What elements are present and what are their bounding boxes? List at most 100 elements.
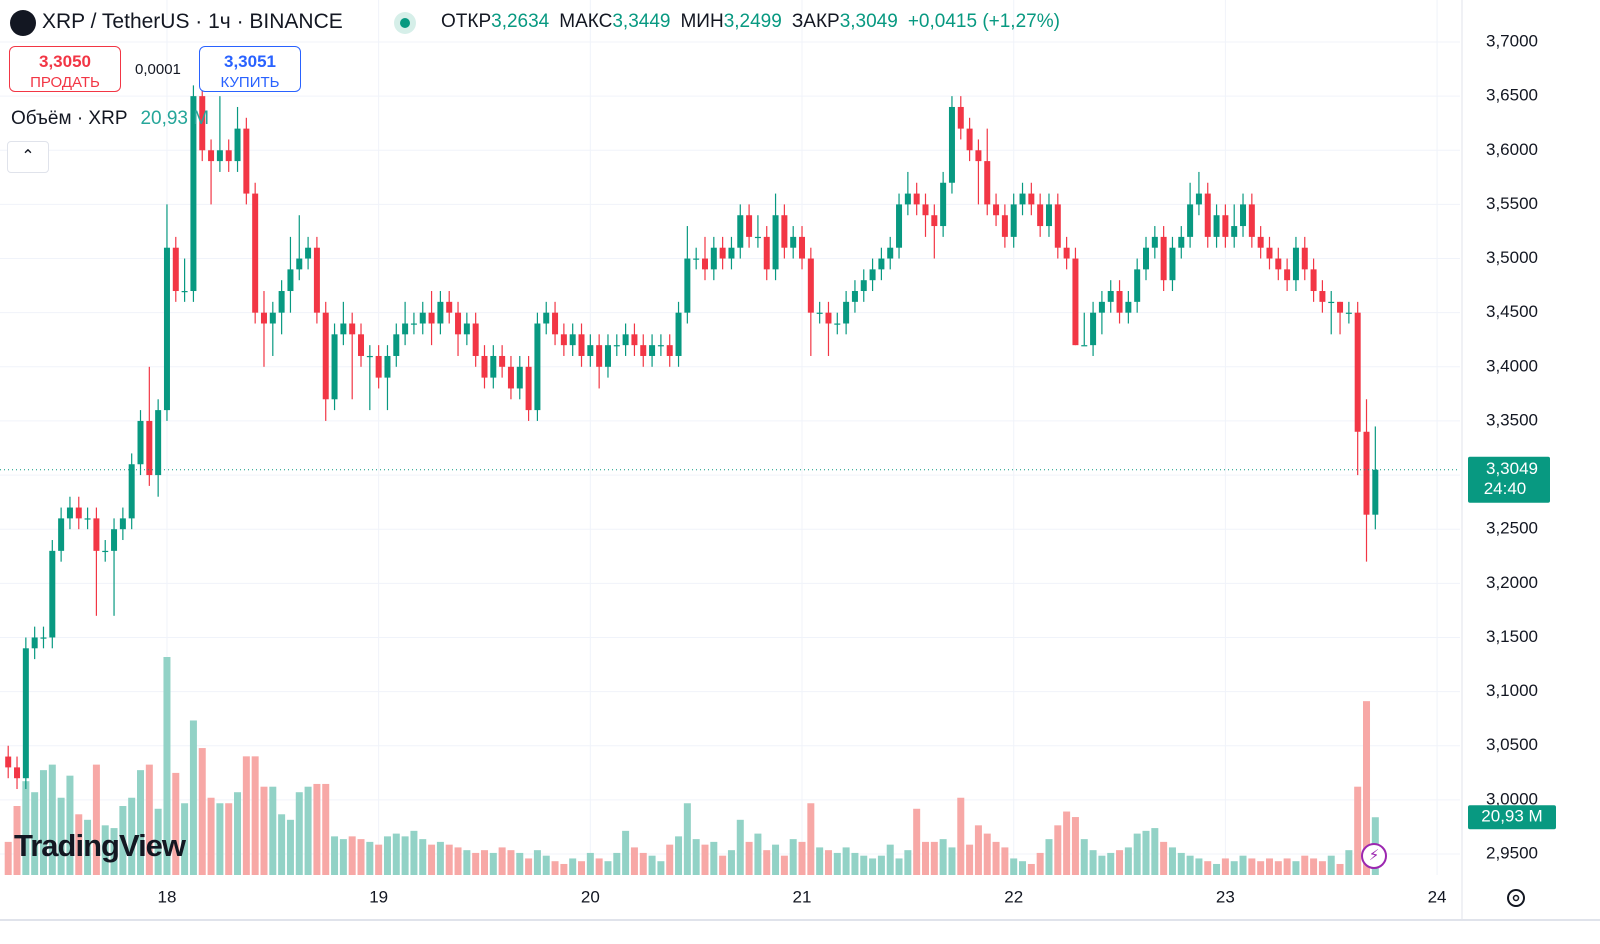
candle-body [966,128,973,151]
volume-bar [789,839,797,875]
volume-bar [189,720,197,875]
candle-body [913,193,920,205]
volume-bar [578,861,586,875]
candle-body [260,312,267,324]
collapse-button[interactable]: ⌃ [7,141,49,173]
volume-bar [216,803,224,875]
volume-bar [313,783,321,875]
candle-body [1213,215,1220,237]
volume-bar [1248,858,1256,875]
volume-bar [622,830,630,875]
candle-body [887,247,894,259]
volume-bar [692,839,700,875]
sell-button[interactable]: 3,3050 ПРОДАТЬ [9,46,121,92]
candle-body [1019,193,1026,205]
y-tick-label: 3,4500 [1486,302,1538,321]
volume-bar [780,855,788,875]
volume-bar [498,847,506,875]
candle-body [746,215,753,237]
symbol[interactable]: XRP / TetherUS · 1ч · BINANCE [42,10,343,33]
candle-body [993,204,1000,216]
volume-bar [516,852,524,875]
volume-bar [375,844,383,875]
volume-legend-value: 20,93 M [140,108,210,129]
candle-body [22,648,29,779]
volume-bar [57,797,65,875]
candle-body [102,550,109,553]
candle-body [340,323,347,335]
alert-icon[interactable]: ⚡ [1361,843,1387,869]
candle-body [75,507,82,519]
buy-button[interactable]: 3,3051 КУПИТЬ [199,46,301,92]
volume-bar [339,839,347,875]
volume-bar [154,808,162,875]
volume-bar [877,855,885,875]
plot-area [0,0,1460,875]
ohlc-legend: ОТКР3,2634 МАКС3,3449 МИН3,2499 ЗАКР3,3049 +… [441,8,1070,36]
candle-body [190,96,197,292]
candle-body [701,258,708,270]
candle-body [1081,345,1088,347]
candle-body [216,150,223,162]
candle-body [111,529,118,551]
volume-bar [992,841,1000,875]
volume-bar [1107,852,1115,875]
candle-body [428,312,435,324]
volume-bar [322,783,330,875]
candle-body [878,258,885,270]
candle-body [181,291,188,293]
volume-bar [1257,861,1265,875]
volume-bar [454,847,462,875]
candle-body [375,355,382,378]
candle-body [366,355,373,358]
volume-bar [1336,863,1344,875]
volume-bar [560,863,568,875]
sell-price[interactable]: 3,3050 [39,52,91,71]
candle-body [1160,236,1167,281]
candle-body [710,247,717,270]
volume-bar [1283,858,1291,875]
volume-bar [1063,811,1071,875]
volume-bar [84,819,92,875]
buy-label[interactable]: КУПИТЬ [220,74,280,91]
volume-bar [551,861,559,875]
volume-bar [957,797,965,875]
volume-bar [181,803,189,875]
candle-body [1328,301,1335,304]
buy-price[interactable]: 3,3051 [224,52,276,71]
settings-icon[interactable] [1507,889,1525,907]
volume-bar [1354,786,1362,875]
volume-bar [1327,855,1335,875]
volume-bar [974,825,982,875]
candle-body [560,334,567,346]
volume-bar [1124,847,1132,875]
candle-body [657,345,664,347]
sell-label[interactable]: ПРОДАТЬ [30,74,100,91]
gear[interactable] [1507,889,1525,907]
candle-body [1301,247,1308,270]
volume-bar [569,858,577,875]
candle-body [613,345,620,347]
volume-bar [586,852,594,875]
candle-body [1345,312,1352,314]
volume-bar [1142,830,1150,875]
candle-body [975,150,982,162]
gear-hub[interactable] [1512,894,1520,902]
candle-body [1098,301,1105,313]
volume-bar [472,852,480,875]
volume-bar [1310,858,1318,875]
volume-bar [710,841,718,875]
volume-bar [428,844,436,875]
volume-bar [304,786,312,875]
ohlc-value: 3,3049 [839,11,898,32]
spread: 0,0001 [135,61,181,78]
candle-body [587,345,594,356]
candle-body [455,312,462,335]
volume-bar [833,852,841,875]
candle-body [481,355,488,378]
y-tick-label: 3,6500 [1486,86,1538,105]
volume-bar [1160,841,1168,875]
y-tick-label: 3,1500 [1486,627,1538,646]
candle-body [410,323,417,325]
